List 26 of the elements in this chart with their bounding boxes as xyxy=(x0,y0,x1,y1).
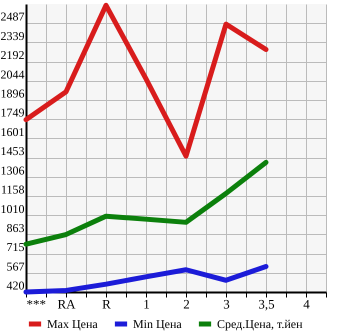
y-tick-label: 863 xyxy=(6,220,24,235)
y-tick-label: 2044 xyxy=(0,67,24,82)
y-tick-label: 715 xyxy=(6,240,24,254)
y-tick-label: 1749 xyxy=(0,106,24,120)
x-tick-label: 3 xyxy=(223,296,230,312)
x-tick-label: 3,5 xyxy=(258,296,275,312)
y-tick-label: 2192 xyxy=(0,48,24,62)
x-tick-label: RA xyxy=(57,296,76,312)
y-tick-label: 2339 xyxy=(0,28,24,43)
y-tick-label: 1601 xyxy=(0,124,24,139)
y-tick-label: 1306 xyxy=(0,163,24,178)
x-tick-label: R xyxy=(102,296,112,312)
x-tick-label: 2 xyxy=(183,296,190,312)
y-tick-label: 420 xyxy=(6,278,24,292)
legend-label: Max Цена xyxy=(47,317,98,331)
x-tick-label: *** xyxy=(26,296,46,312)
y-tick-label: 1453 xyxy=(0,144,24,158)
legend-label: Min Цена xyxy=(133,317,182,331)
y-tick-label: 1896 xyxy=(0,86,24,101)
y-tick-label: 1158 xyxy=(0,182,24,197)
y-tick-label: 567 xyxy=(6,259,24,274)
x-tick-label: 1 xyxy=(143,296,150,312)
y-tick-label: 1010 xyxy=(0,202,24,216)
legend-label: Сред.Цена, т.йен xyxy=(217,317,304,331)
y-tick-label: 2487 xyxy=(0,10,24,24)
x-tick-label: 4 xyxy=(303,296,310,312)
